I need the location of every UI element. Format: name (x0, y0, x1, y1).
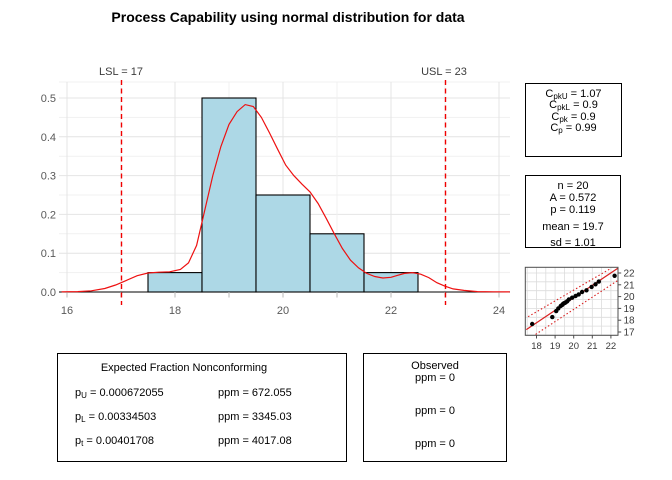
svg-text:21: 21 (624, 280, 636, 291)
expected-nonconforming-box: Expected Fraction Nonconforming pU = 0.0… (57, 353, 347, 462)
svg-text:0.0: 0.0 (41, 287, 56, 299)
svg-text:0.3: 0.3 (41, 171, 56, 183)
svg-text:20: 20 (624, 292, 636, 303)
axis-ticks-labels: 16 18 20 22 24 0.0 0.1 0.2 0.3 0.4 0.5 (41, 93, 505, 317)
pl-value: pL = 0.00334503 (75, 411, 157, 424)
svg-text:19: 19 (624, 304, 636, 315)
svg-text:0.4: 0.4 (41, 132, 56, 144)
capability-histogram: 16 18 20 22 24 0.0 0.1 0.2 0.3 0.4 0.5 (41, 80, 510, 317)
svg-text:19: 19 (550, 341, 561, 352)
observed-ppm-upper: ppm = 0 (414, 372, 456, 384)
stat-a: A = 0.572 (549, 191, 597, 204)
svg-text:21: 21 (587, 341, 598, 352)
observed-ppm-lower: ppm = 0 (414, 405, 456, 417)
cp-value: Cp = 0.99 (550, 121, 597, 135)
cpkl-value: CpkL = 0.9 (549, 99, 598, 113)
svg-text:22: 22 (606, 341, 617, 352)
svg-text:17: 17 (624, 328, 636, 339)
svg-text:20: 20 (568, 341, 579, 352)
ppm-lower-value: ppm = 3345.03 (218, 411, 292, 423)
cpk-value: Cpk = 0.9 (551, 110, 596, 124)
qq-reference-lines (525, 267, 618, 335)
svg-text:0.5: 0.5 (41, 93, 56, 105)
pu-value: pU = 0.000672055 (75, 387, 164, 400)
qq-frame (524, 266, 619, 336)
svg-text:0.1: 0.1 (41, 248, 56, 260)
summary-stats-box: n = 20 A = 0.572 p = 0.119 mean = 19.7 s… (525, 175, 621, 248)
normal-density-curve (61, 103, 510, 293)
observed-box: Observed ppm = 0 ppm = 0 ppm = 0 (363, 353, 507, 462)
observed-box-title: Observed (411, 360, 459, 372)
qq-points (530, 273, 617, 327)
expected-box-title: Expected Fraction Nonconforming (100, 362, 268, 374)
stat-p: p = 0.119 (550, 203, 596, 216)
svg-text:22: 22 (385, 305, 397, 317)
svg-text:16: 16 (61, 305, 73, 317)
svg-text:18: 18 (531, 341, 542, 352)
svg-text:24: 24 (493, 305, 505, 317)
lsl-label: LSL = 17 (99, 66, 143, 78)
svg-text:18: 18 (624, 316, 636, 327)
svg-text:20: 20 (277, 305, 289, 317)
usl-label: USL = 23 (421, 66, 467, 78)
capability-indices-box: CpkU = 1.07 CpkL = 0.9 Cpk = 0.9 Cp = 0.… (525, 83, 622, 157)
observed-ppm-total: ppm = 0 (414, 438, 456, 450)
pt-value: pt = 0.00401708 (75, 435, 155, 448)
ppm-upper-value: ppm = 672.055 (218, 387, 292, 399)
svg-text:0.2: 0.2 (41, 209, 56, 221)
stat-n: n = 20 (557, 179, 589, 192)
svg-text:18: 18 (169, 305, 181, 317)
stat-sd: sd = 1.01 (550, 236, 596, 249)
page-title: Process Capability using normal distribu… (111, 9, 465, 25)
svg-text:22: 22 (624, 269, 636, 280)
ppm-total-value: ppm = 4017.08 (218, 435, 292, 447)
cpku-value: CpkU = 1.07 (545, 88, 602, 102)
stat-mean: mean = 19.7 (542, 220, 604, 233)
